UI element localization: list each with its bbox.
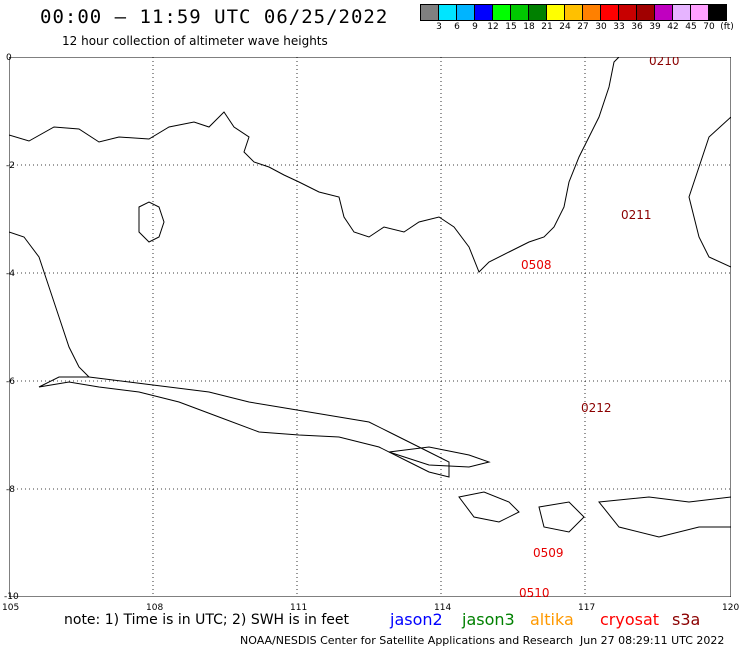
lat-label-2: -2 <box>6 161 15 171</box>
scale-label-1: 6 <box>454 22 460 32</box>
altimeter-tracks: 0210 0211 0212 0508 0509 0510 <box>519 57 680 597</box>
scale-swatch-16 <box>709 4 727 21</box>
scale-swatch-9 <box>583 4 601 21</box>
map-subtitle: 12 hour collection of altimeter wave hei… <box>62 34 328 48</box>
satellite-jason2: jason2 <box>390 610 443 629</box>
scale-label-12: 39 <box>649 22 661 32</box>
satellite-altika: altika <box>530 610 574 629</box>
scale-swatch-1 <box>439 4 457 21</box>
lat-label-10: -10 <box>4 592 19 602</box>
map-title: 00:00 – 11:59 UTC 06/25/2022 <box>40 6 389 28</box>
scale-swatch-6 <box>529 4 547 21</box>
lon-label-114: 114 <box>434 603 452 613</box>
scale-swatch-5 <box>511 4 529 21</box>
scale-swatch-12 <box>637 4 655 21</box>
pass-time-0509: 0509 <box>533 546 564 560</box>
scale-label-2: 9 <box>472 22 478 32</box>
lon-label-108: 108 <box>146 603 164 613</box>
scale-label-5: 18 <box>523 22 535 32</box>
generated-timestamp: Jun 27 08:29:11 UTC 2022 <box>580 634 725 647</box>
color-scale <box>420 4 727 21</box>
scale-swatch-2 <box>457 4 475 21</box>
lon-label-117: 117 <box>578 603 596 613</box>
scale-label-14: 45 <box>685 22 697 32</box>
scale-label-3: 12 <box>487 22 499 32</box>
wave-height-map: 0210 0211 0212 0508 0509 0510 <box>9 57 731 597</box>
scale-label-0: 3 <box>436 22 442 32</box>
scale-swatch-14 <box>673 4 691 21</box>
lat-label-0: 0 <box>6 53 12 63</box>
credit-text: NOAA/NESDIS Center for Satellite Applica… <box>240 634 574 647</box>
color-scale-labels: 3 6 9 12 15 18 21 24 27 30 33 36 39 42 45 70 (ft) <box>430 22 736 32</box>
footer-note: note: 1) Time is in UTC; 2) SWH is in fe… <box>64 612 350 628</box>
pass-time-0210: 0210 <box>649 57 680 68</box>
scale-swatch-13 <box>655 4 673 21</box>
lon-label-111: 111 <box>290 603 308 613</box>
pass-time-0508: 0508 <box>521 258 552 272</box>
scale-label-6: 21 <box>541 22 553 32</box>
scale-swatch-10 <box>601 4 619 21</box>
scale-label-13: 42 <box>667 22 679 32</box>
scale-swatch-11 <box>619 4 637 21</box>
pass-time-0212: 0212 <box>581 401 612 415</box>
scale-label-8: 27 <box>577 22 589 32</box>
lon-label-120: 120 <box>722 603 740 613</box>
scale-label-4: 15 <box>505 22 517 32</box>
scale-swatch-0 <box>420 4 439 21</box>
scale-swatch-7 <box>547 4 565 21</box>
scale-label-7: 24 <box>559 22 571 32</box>
coastlines <box>9 57 731 538</box>
satellite-s3a: s3a <box>672 610 701 629</box>
scale-label-11: 36 <box>631 22 643 32</box>
lat-label-6: -6 <box>6 377 15 387</box>
lat-label-8: -8 <box>6 485 15 495</box>
grid-lines <box>9 57 731 597</box>
satellite-cryosat: cryosat <box>600 610 660 629</box>
scale-swatch-4 <box>493 4 511 21</box>
scale-swatch-3 <box>475 4 493 21</box>
scale-label-15: 70 <box>703 22 715 32</box>
scale-label-10: 33 <box>613 22 625 32</box>
satellite-jason3: jason3 <box>462 610 515 629</box>
lon-label-105: 105 <box>2 603 20 613</box>
scale-swatch-8 <box>565 4 583 21</box>
scale-label-16: (ft) <box>720 22 734 32</box>
pass-time-0211: 0211 <box>621 208 652 222</box>
pass-time-0510: 0510 <box>519 586 550 597</box>
lat-label-4: -4 <box>6 269 15 279</box>
scale-swatch-15 <box>691 4 709 21</box>
scale-label-9: 30 <box>595 22 607 32</box>
